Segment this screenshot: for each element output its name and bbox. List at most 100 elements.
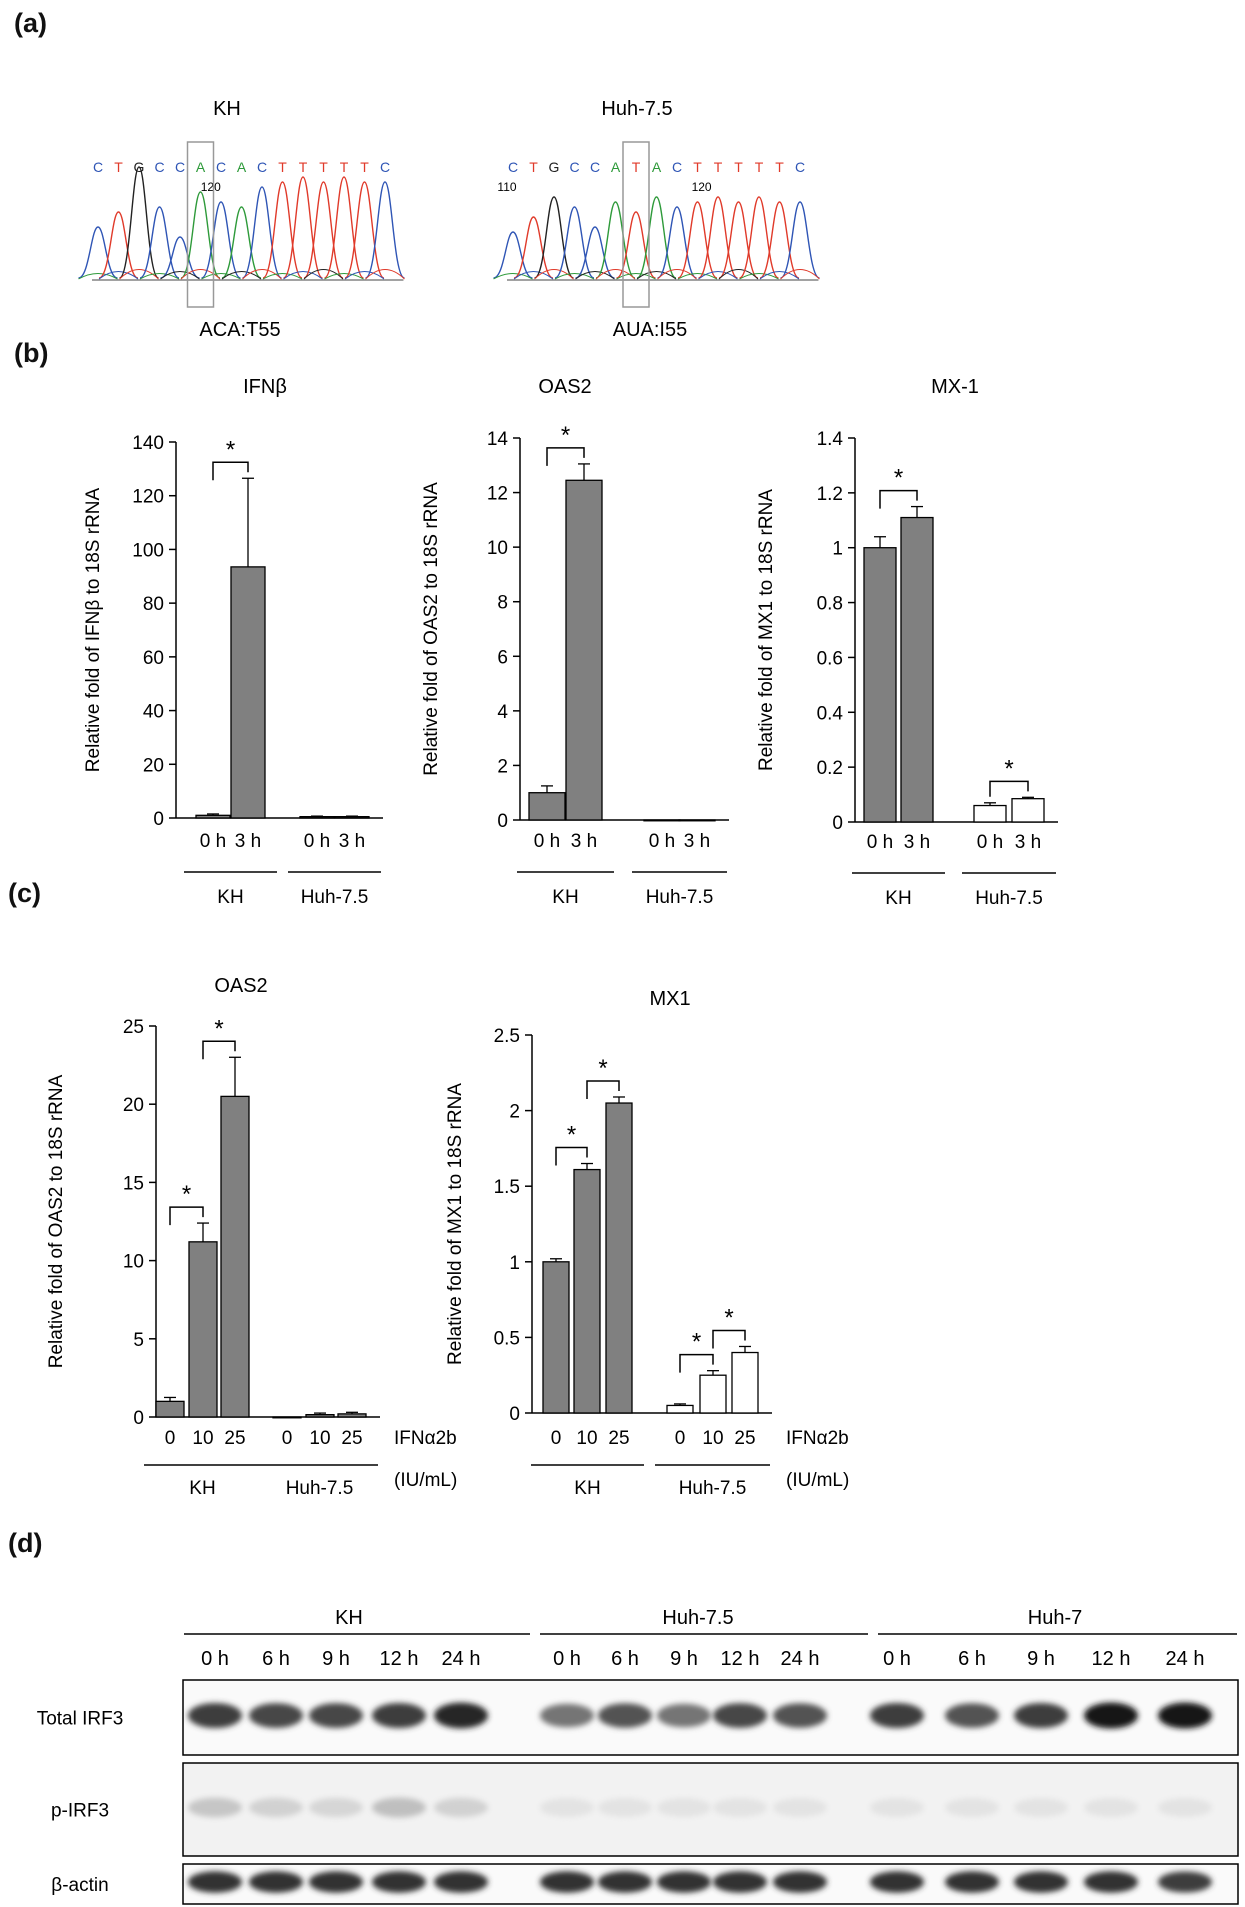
chromatogram-peak (364, 181, 406, 279)
blot-band (188, 1871, 242, 1893)
chromatogram-peak (201, 201, 241, 279)
bar (863, 547, 897, 823)
blot-band (773, 1703, 827, 1728)
chromatogram-peak (303, 181, 344, 279)
y-axis-label: Relative fold of OAS2 to 18S rRNA (46, 1074, 67, 1368)
blot-band (372, 1702, 426, 1729)
base-call: T (360, 159, 369, 175)
significance-bracket (879, 489, 918, 509)
base-call: T (340, 159, 349, 175)
y-axis-label: Relative fold of MX1 to 18S rRNA (445, 1083, 466, 1365)
blot-band (540, 1871, 594, 1893)
chromatogram-title: Huh-7.5 (601, 98, 672, 120)
chromatogram-background-trace (98, 271, 139, 280)
category-label: 10 (309, 1428, 330, 1449)
y-tick-label: 0 (509, 1404, 520, 1425)
base-call: C (380, 159, 390, 175)
blot-band (249, 1871, 303, 1893)
chromatogram-peak (180, 191, 221, 279)
chromatogram-background-trace (160, 271, 200, 280)
timepoint-label: 9 h (1027, 1648, 1055, 1670)
chromatogram-peak (493, 231, 533, 279)
chromatogram-peak (759, 201, 800, 279)
panel-d: KH Huh-7.5 Huh-7 0 h 6 h 9 h 12 h 24 h 0 h 6 h 9 h… (37, 1607, 1239, 1905)
chart-title: MX1 (649, 988, 690, 1010)
blot-band (309, 1703, 363, 1728)
blot-band (1014, 1871, 1068, 1893)
y-tick-label: 2 (497, 756, 508, 777)
base-call: T (693, 159, 702, 175)
chromatogram-peak (738, 196, 780, 279)
base-call: T (299, 159, 308, 175)
blot-band (657, 1798, 711, 1817)
blot-band (945, 1703, 999, 1728)
base-call: C (590, 159, 600, 175)
bar (195, 814, 231, 819)
category-label: 3 h (1015, 832, 1041, 853)
chromatogram-background-trace (513, 271, 554, 280)
blot-band (372, 1871, 426, 1893)
blot-band (773, 1871, 827, 1893)
mutation-highlight-box (186, 141, 215, 308)
bar (731, 1351, 759, 1414)
chromatogram-peak (323, 176, 365, 279)
chromatogram-background-trace (759, 271, 800, 280)
blot-band (1084, 1798, 1138, 1817)
chart-title: MX-1 (931, 376, 979, 398)
y-tick-label: 0.8 (817, 594, 843, 615)
base-call: C (795, 159, 805, 175)
bar (305, 1414, 335, 1418)
y-tick-label: 0.4 (817, 703, 844, 724)
significance-bracket (989, 780, 1029, 797)
bar (565, 479, 603, 821)
chromatogram-peak (575, 226, 615, 279)
timepoint-label: 12 h (721, 1648, 760, 1670)
chromatogram-peak (616, 211, 656, 279)
category-label: 25 (341, 1428, 362, 1449)
group-label: KH (189, 1478, 215, 1499)
chromatogram-peak (595, 201, 636, 279)
category-label: 10 (192, 1428, 213, 1449)
y-tick-label: 140 (132, 433, 164, 454)
chromatogram-background-trace (534, 269, 574, 280)
group-label: Huh-7.5 (286, 1478, 354, 1499)
base-call: A (237, 159, 247, 175)
base-call: A (611, 159, 621, 175)
category-label: 0 h (304, 831, 330, 852)
blot-band (309, 1797, 363, 1818)
chromatogram-background-trace (718, 269, 759, 280)
base-call: G (549, 159, 560, 175)
blot-band (372, 1797, 426, 1818)
bar (666, 1404, 694, 1414)
significance-star: * (567, 1122, 576, 1149)
blot-group-label: Huh-7 (1028, 1607, 1082, 1629)
y-tick-label: 1 (509, 1253, 520, 1274)
y-tick-label: 1.2 (817, 484, 843, 505)
chromatogram-background-trace (616, 273, 656, 280)
significance-bracket (679, 1353, 714, 1373)
chromatogram-background-trace (554, 273, 595, 280)
significance-bracket (546, 447, 585, 466)
chart-c1: OAS2 0 5 10 15 20 25 Relative fold of OAS2 to 1… (46, 975, 457, 1499)
category-label: 25 (734, 1428, 755, 1449)
base-call: T (734, 159, 743, 175)
chromatogram-background-trace (262, 273, 303, 280)
group-label: Huh-7.5 (679, 1478, 747, 1499)
chromatogram-background-trace (493, 273, 533, 280)
blot-band (870, 1798, 924, 1817)
blot-band (713, 1871, 767, 1893)
blot-band (309, 1871, 363, 1893)
significance-bracket (555, 1146, 588, 1166)
y-tick-label: 4 (497, 702, 508, 723)
category-label: 0 (165, 1428, 176, 1449)
bar (605, 1102, 633, 1414)
bar (155, 1400, 185, 1418)
blot-band (1084, 1702, 1138, 1729)
chromatogram-peak (513, 216, 554, 279)
bar (678, 819, 716, 822)
y-tick-label: 25 (123, 1017, 144, 1038)
y-tick-label: 2 (509, 1102, 520, 1123)
base-call: T (114, 159, 123, 175)
y-tick-label: 10 (123, 1252, 144, 1273)
base-call: A (196, 159, 206, 175)
